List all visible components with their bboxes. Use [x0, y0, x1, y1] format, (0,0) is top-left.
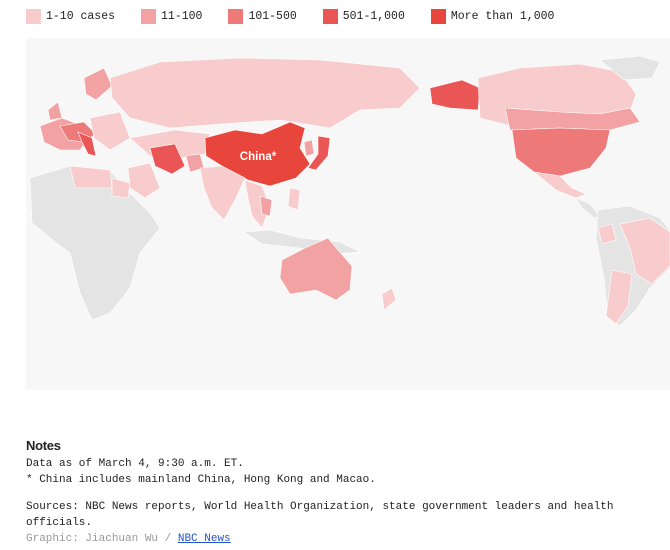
notes-title: Notes [26, 438, 61, 453]
legend-label: 101-500 [248, 10, 297, 23]
region [89, 111, 131, 151]
legend-item: 101-500 [228, 9, 297, 24]
region [532, 171, 587, 199]
region [287, 187, 301, 211]
region [47, 101, 63, 121]
region [244, 179, 271, 229]
credit-line: Graphic: Jiachuan Wu / NBC News [26, 531, 670, 547]
map-label: China* [240, 151, 277, 163]
legend-item: 1-10 cases [26, 9, 115, 24]
legend-item: More than 1,000 [430, 9, 555, 24]
legend-swatch [430, 9, 446, 24]
note: * China includes mainland China, Hong Ko… [26, 474, 376, 486]
region [127, 162, 161, 199]
region [109, 57, 421, 129]
note: Data as of March 4, 9:30 a.m. ET. [26, 458, 244, 470]
legend-label: 1-10 cases [46, 10, 116, 23]
region [619, 217, 670, 285]
legend-item: 501-1,000 [322, 9, 405, 24]
region [605, 269, 633, 325]
region [77, 131, 97, 157]
region [303, 139, 315, 157]
legend-item: 11-100 [141, 9, 202, 24]
region [307, 135, 331, 171]
region [259, 195, 273, 217]
region [279, 237, 353, 301]
credit: Graphic: Jiachuan Wu / [26, 533, 172, 545]
sources: Sources: NBC News reports, World Health … [26, 501, 614, 529]
legend-swatch [228, 9, 244, 24]
legend-label: 501-1,000 [342, 10, 405, 23]
region [575, 197, 601, 219]
region [129, 129, 211, 159]
region [29, 165, 161, 321]
region [111, 177, 131, 199]
map: China* [26, 38, 670, 390]
region [381, 287, 397, 311]
notes: Notes Data as of March 4, 9:30 a.m. ET. … [26, 438, 670, 547]
legend-label: 11-100 [161, 10, 203, 23]
legend-label: More than 1,000 [450, 10, 555, 23]
region [429, 79, 481, 111]
region [83, 67, 113, 101]
region [597, 223, 617, 245]
link[interactable]: NBC News [177, 533, 231, 545]
region [599, 55, 661, 81]
region [199, 165, 246, 221]
legend-swatch [26, 9, 41, 24]
region [69, 165, 113, 189]
legend-swatch [141, 9, 157, 24]
region [511, 127, 611, 177]
region [149, 143, 186, 175]
legend: 1-10 cases 11-100 101-500 501-1,000 More tha… [26, 9, 580, 24]
legend-swatch [322, 9, 338, 24]
